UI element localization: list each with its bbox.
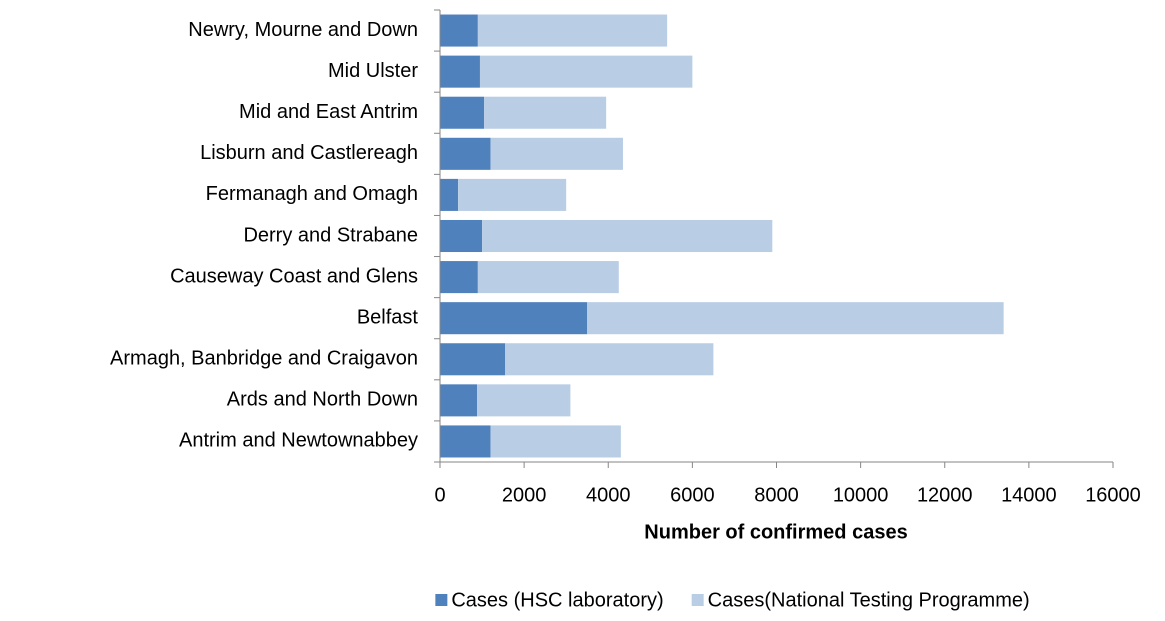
bar	[505, 343, 714, 376]
bar	[440, 261, 478, 294]
x-tick-label: 8000	[754, 484, 799, 506]
bar	[490, 425, 621, 458]
bar	[477, 14, 668, 47]
bar	[458, 178, 567, 211]
bar	[440, 96, 485, 129]
bar	[477, 384, 571, 417]
legend-swatch	[691, 594, 704, 606]
bar	[440, 302, 588, 335]
legend-label: Cases(National Testing Programme)	[708, 589, 1030, 611]
bar	[587, 302, 1004, 335]
bar	[479, 55, 693, 88]
x-tick-label: 12000	[917, 484, 973, 506]
y-tick-label: Belfast	[357, 306, 419, 328]
bar	[440, 384, 478, 417]
bar	[440, 178, 459, 211]
x-tick-label: 0	[434, 484, 445, 506]
bar	[482, 219, 773, 253]
y-tick-label: Antrim and Newtownabbey	[179, 430, 418, 452]
bar	[490, 137, 623, 170]
y-tick-label: Ards and North Down	[227, 389, 418, 411]
y-tick-label: Newry, Mourne and Down	[188, 19, 418, 41]
y-tick-label: Fermanagh and Omagh	[206, 183, 418, 205]
bar	[440, 14, 478, 47]
bar	[440, 137, 491, 170]
x-tick-label: 2000	[502, 484, 547, 506]
x-tick-label: 6000	[670, 484, 715, 506]
bar	[484, 96, 607, 129]
x-tick-label: 14000	[1001, 484, 1057, 506]
x-tick-label: 16000	[1085, 484, 1141, 506]
y-tick-label: Armagh, Banbridge and Craigavon	[110, 348, 418, 370]
bar	[440, 55, 480, 88]
bar	[440, 343, 506, 376]
y-tick-label: Mid and East Antrim	[239, 101, 418, 123]
bar	[440, 425, 491, 458]
bar	[440, 219, 483, 253]
y-tick-label: Lisburn and Castlereagh	[200, 142, 418, 164]
x-tick-label: 10000	[833, 484, 889, 506]
y-tick-label: Causeway Coast and Glens	[170, 265, 418, 287]
y-tick-label: Derry and Strabane	[243, 224, 418, 246]
legend-swatch	[435, 594, 448, 606]
y-tick-label: Mid Ulster	[328, 60, 418, 82]
legend-label: Cases (HSC laboratory)	[451, 589, 663, 611]
bar	[477, 261, 619, 294]
x-axis-title: Number of confirmed cases	[644, 521, 907, 543]
x-tick-label: 4000	[586, 484, 631, 506]
